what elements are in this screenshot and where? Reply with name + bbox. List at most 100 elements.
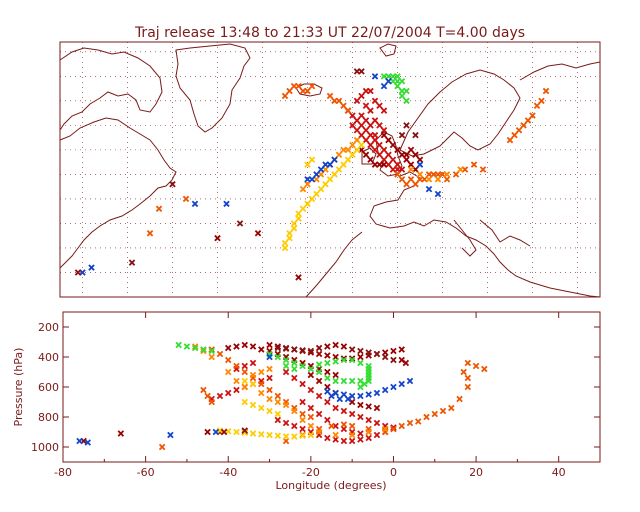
map-trajectory-point — [376, 122, 383, 129]
map-trajectory-point — [412, 180, 419, 188]
pl-trajectory-point — [233, 362, 240, 370]
pl-trajectory-point — [373, 389, 381, 397]
pl-trajectory-point — [390, 425, 397, 433]
coast-ireland — [361, 147, 377, 165]
y-tick-label: 600 — [38, 381, 59, 394]
map-trajectory-point — [371, 97, 379, 105]
pl-trajectory-point — [406, 377, 414, 385]
pl-trajectory-point — [406, 419, 414, 427]
pl-trajectory-point — [191, 343, 199, 350]
pl-trajectory-point — [340, 356, 348, 364]
pl-trajectory-point — [439, 407, 447, 415]
coast-scandinavia — [399, 69, 521, 157]
map-trajectory-point — [403, 180, 410, 188]
map-trajectory-point — [349, 151, 356, 159]
pl-trajectory-point — [307, 422, 315, 430]
map-trajectory-point — [182, 195, 190, 203]
pl-trajectory-point — [299, 347, 306, 354]
pl-trajectory-point — [357, 383, 364, 391]
map-trajectory-point — [394, 82, 401, 90]
pl-trajectory-point — [315, 368, 323, 376]
pl-trajectory-point — [208, 398, 215, 406]
pl-trajectory-point — [373, 431, 381, 439]
pl-trajectory-point — [344, 395, 352, 403]
pl-trajectory-point — [282, 345, 290, 352]
y-tick-label: 400 — [38, 351, 59, 364]
pl-trajectory-point — [208, 346, 215, 353]
map-trajectory-point — [304, 200, 311, 208]
pl-trajectory-point — [340, 437, 348, 445]
x-tick-label: -20 — [302, 466, 320, 479]
map-trajectory-point — [385, 77, 392, 85]
pl-trajectory-point — [365, 403, 372, 410]
map-trajectory-point — [362, 127, 370, 134]
map-trajectory-point — [506, 136, 514, 144]
map-trajectory-point — [299, 185, 307, 193]
map-trajectory-point — [340, 102, 347, 109]
map-trajectory-point — [380, 131, 388, 139]
pl-trajectory-point — [299, 425, 306, 433]
pl-trajectory-point — [390, 383, 397, 391]
pl-trajectory-point — [307, 431, 315, 439]
map-trajectory-point — [403, 151, 410, 159]
map-trajectory-point — [295, 210, 302, 217]
pl-trajectory-point — [373, 419, 381, 427]
map-trajectory-point — [340, 161, 347, 168]
map-trajectory-point — [380, 156, 388, 163]
map-trajectory-point — [290, 220, 298, 227]
pl-trajectory-point — [167, 431, 174, 439]
pl-trajectory-point — [266, 431, 273, 439]
pl-trajectory-point — [307, 347, 315, 355]
map-trajectory-point — [511, 131, 518, 139]
pl-trajectory-point — [266, 386, 273, 394]
map-trajectory-point — [331, 156, 338, 163]
pl-trajectory-point — [373, 404, 381, 412]
map-trajectory-point — [308, 156, 316, 163]
map-trajectory-point — [412, 151, 419, 159]
pl-trajectory-point — [233, 428, 240, 436]
pl-trajectory-point — [274, 392, 282, 400]
map-trajectory-point — [403, 156, 410, 163]
pl-trajectory-point — [464, 359, 472, 367]
y-tick-label: 1000 — [31, 441, 59, 454]
map-trajectory-point — [371, 117, 379, 124]
map-trajectory-point — [380, 82, 388, 90]
pl-trajectory-point — [315, 377, 323, 385]
pl-trajectory-point — [291, 346, 298, 353]
map-trajectory-point — [452, 171, 460, 178]
pl-trajectory-point — [481, 365, 488, 373]
map-trajectory-point — [385, 151, 392, 159]
pl-trajectory-point — [158, 443, 166, 451]
x-tick-label: -40 — [219, 466, 237, 479]
map-trajectory-point — [326, 161, 334, 168]
map-trajectory-point — [367, 141, 374, 149]
map-trajectory-point — [353, 146, 361, 154]
pl-trajectory-point — [464, 374, 472, 382]
map-trajectory-point — [367, 107, 374, 114]
pl-trajectory-point — [299, 416, 306, 424]
map-trajectory-point — [416, 161, 424, 168]
map-trajectory-point — [434, 176, 442, 183]
pl-trajectory-point — [307, 371, 315, 379]
pl-trajectory-point — [274, 432, 282, 439]
map-trajectory-point — [398, 77, 406, 85]
pl-trajectory-point — [233, 386, 240, 394]
map-trajectory-point — [394, 146, 401, 154]
map-trajectory-point — [304, 161, 311, 168]
coast-north-africa — [305, 231, 363, 298]
x-tick-label: 20 — [469, 466, 483, 479]
pl-trajectory-point — [84, 439, 92, 446]
map-trajectory-point — [367, 156, 374, 163]
pl-trajectory-point — [216, 427, 224, 434]
pl-trajectory-point — [390, 424, 397, 431]
pl-trajectory-point — [348, 422, 356, 430]
pl-trajectory-point — [423, 413, 430, 421]
pl-trajectory-point — [212, 428, 220, 436]
pl-trajectory-point — [381, 386, 389, 394]
pl-trajectory-point — [324, 374, 331, 382]
pl-trajectory-point — [191, 344, 199, 352]
pl-trajectory-point — [324, 398, 331, 406]
pl-trajectory-point — [249, 401, 257, 409]
pl-trajectory-point — [340, 343, 348, 350]
pl-trajectory-point — [307, 365, 315, 373]
